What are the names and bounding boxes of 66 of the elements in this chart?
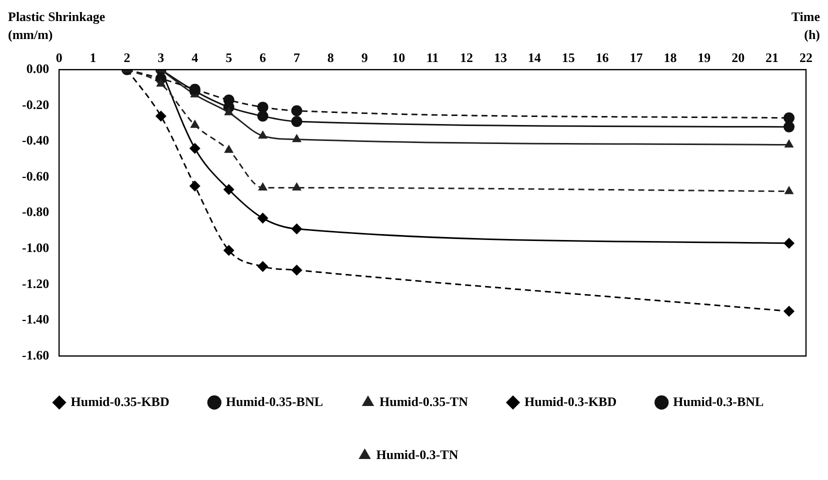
- x-tick-label: 1: [90, 50, 96, 66]
- x-tick-label: 20: [732, 50, 745, 66]
- point: [224, 107, 234, 116]
- legend-label: Humid-0.35-BNL: [226, 394, 324, 409]
- x-tick-label: 2: [124, 50, 130, 66]
- point: [223, 184, 234, 196]
- x-tick-label: 4: [192, 50, 199, 66]
- point: [291, 105, 302, 116]
- y-tick-label: -0.20: [22, 96, 50, 112]
- y-axis-title: Plastic Shrinkage (mm/m): [8, 8, 106, 44]
- x-tick-label: 19: [698, 50, 712, 66]
- point: [189, 180, 200, 192]
- x-tick-label: 8: [327, 50, 334, 66]
- y-tick-label: -0.80: [22, 204, 50, 220]
- x-tick-label: 18: [664, 50, 678, 66]
- y-tick-label: -1.20: [22, 276, 50, 291]
- point: [224, 144, 234, 153]
- point: [291, 116, 302, 128]
- legend-label: Humid-0.35-KBD: [70, 394, 170, 409]
- y-tick-label: -1.00: [22, 240, 50, 255]
- x-tick-label: 14: [528, 50, 542, 66]
- point: [784, 238, 795, 249]
- x-axis-title: Time (h): [790, 8, 820, 44]
- point: [784, 306, 795, 317]
- y-tick-label: -0.40: [22, 132, 50, 148]
- point: [257, 212, 268, 224]
- x-tick-label: 15: [562, 50, 576, 66]
- x-tick-label: 3: [158, 50, 165, 66]
- point: [292, 134, 302, 142]
- point: [292, 182, 302, 190]
- y-tick-label: -1.40: [22, 312, 50, 327]
- point: [258, 130, 268, 139]
- legend-label: Humid-0.3-KBD: [524, 394, 617, 409]
- x-tick-label: 0: [56, 50, 62, 66]
- point: [190, 120, 200, 128]
- x-tick-label: 9: [361, 50, 368, 66]
- legend-label: Humid-0.3-TN: [376, 446, 459, 462]
- point: [223, 244, 234, 256]
- legend-label: Humid-0.35-TN: [380, 394, 469, 409]
- x-tick-label: 5: [226, 50, 233, 66]
- x-tick-label: 11: [426, 50, 439, 66]
- x-tick-label: 17: [630, 50, 644, 66]
- x-tick-label: 21: [766, 50, 779, 66]
- point: [784, 121, 795, 132]
- y-tick-label: -1.60: [22, 347, 50, 362]
- x-tick-label: 7: [293, 50, 300, 66]
- x-tick-label: 13: [494, 50, 508, 66]
- point: [155, 110, 166, 122]
- y-tick-label: -0.60: [22, 168, 50, 184]
- x-tick-label: 6: [260, 50, 267, 66]
- legend-label: Humid-0.3-BNL: [673, 394, 764, 409]
- x-tick-label: 16: [596, 50, 610, 66]
- y-tick-label: 0.00: [26, 60, 50, 76]
- point: [291, 264, 302, 276]
- point: [784, 186, 794, 194]
- x-tick-label: 22: [800, 50, 812, 66]
- point: [257, 261, 268, 272]
- x-tick-label: 10: [392, 50, 406, 66]
- point: [784, 139, 794, 148]
- point: [258, 182, 268, 190]
- x-tick-label: 12: [460, 50, 473, 66]
- point: [784, 112, 795, 124]
- point: [156, 78, 166, 87]
- point: [291, 223, 302, 234]
- point: [257, 102, 268, 113]
- point: [189, 142, 200, 154]
